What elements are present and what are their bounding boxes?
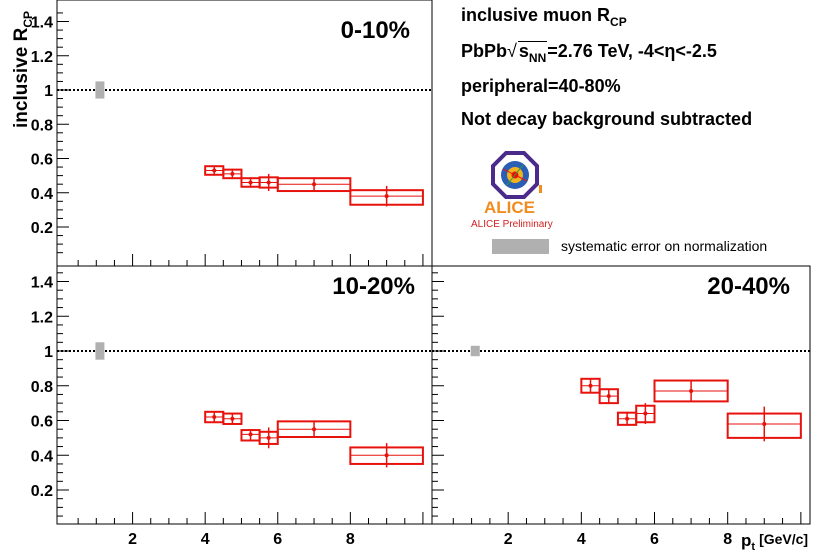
y-tick-label: 1.2 [31,49,53,66]
x-tick-label: 8 [346,531,355,548]
header-line-3: peripheral=40-80% [461,76,621,96]
panel-10-20: 0.2 0.4 0.6 0.8 1 1.2 1.4 2 4 6 8 10-20% [31,265,433,548]
panel-title: 0-10% [341,17,410,44]
y-axis-label-sub: CP [21,11,35,28]
norm-uncertainty-box [95,81,105,99]
header-line-2-sqrt: sNN [517,41,548,65]
alice-logo-text: ALICE [484,198,535,217]
y-tick-label: 1 [44,83,53,100]
y-tick-label: 0.2 [31,483,53,500]
data-point [588,383,593,388]
y-axis-label: inclusive RCP [11,11,35,128]
data-point [312,182,317,187]
panel-0-10: 0.2 0.4 0.6 0.8 1 1.2 1.4 0-10% [31,0,433,267]
panel-frame [431,265,811,525]
data-point [384,194,389,199]
header-line-2-sqrt-sub: NN [528,51,547,65]
y-tick-label: 1.4 [31,275,53,292]
y-tick-label: 0.8 [31,117,53,134]
y-tick-label: 0.4 [31,448,53,465]
legend-norm-label: systematic error on normalization [561,238,768,254]
y-tick-label: 0.6 [31,414,53,431]
data-point [643,411,648,416]
data-point [212,415,217,420]
svg-text:pt[GeV/c]: pt [GeV/c] [741,531,808,553]
panel-title: 10-20% [332,273,415,300]
panel-title: 20-40% [707,273,790,300]
data-point [762,421,767,426]
header-line-2-pre: PbPb [461,41,508,61]
header-line-1-sub: CP [610,15,627,29]
alice-preliminary-caption: ALICE Preliminary [471,219,553,230]
data-point [625,416,630,421]
x-axis-label-sub: t [751,541,755,553]
norm-uncertainty-box [95,342,105,360]
x-tick-label: 4 [577,531,586,548]
data-point [266,435,271,440]
data-point [248,432,253,437]
data-point [312,427,317,432]
header-line-2-sqrt-var: s [518,41,529,61]
norm-uncertainty-box [470,345,480,357]
data-point [266,180,271,185]
data-point [212,168,217,173]
header-line-2: PbPb√ sNN=2.76 TeV, -4<η<-2.5 [461,41,717,65]
x-tick-label: 8 [723,531,732,548]
data-point [689,388,694,393]
data-point [230,416,235,421]
data-point [606,394,611,399]
y-tick-label: 0.8 [31,379,53,396]
y-tick-label: 0.6 [31,152,53,169]
x-tick-label: 2 [504,531,513,548]
header-line-1: inclusive muon RCP [461,5,627,29]
x-tick-label: 6 [650,531,659,548]
legend-norm-swatch [492,239,549,254]
y-tick-label: 0.2 [31,220,53,237]
y-tick-label: 1.2 [31,309,53,326]
data-point [230,171,235,176]
sqrt-sign-icon: √ [507,41,517,61]
data-point [248,180,253,185]
x-axis-label-main: p [741,531,751,550]
x-tick-label: 4 [201,531,210,548]
svg-text:inclusive RCP: inclusive RCP [11,11,35,128]
panel-20-40: 2 4 6 8 20-40% [431,265,811,548]
header-line-2-post: =2.76 TeV, -4<η<-2.5 [547,41,717,61]
x-axis-label-unit: [GeV/c] [759,531,808,547]
data-point [384,453,389,458]
x-axis-label: pt [GeV/c] [741,531,808,553]
panel-frame [56,265,433,525]
header-line-4: Not decay background subtracted [461,109,753,129]
y-tick-label: 0.4 [31,186,53,203]
y-tick-label: 1.4 [31,15,53,32]
alice-logo [491,151,542,199]
header-line-1-main: inclusive muon R [461,5,611,25]
x-tick-label: 6 [273,531,282,548]
y-axis-label-main: inclusive R [11,27,32,128]
y-tick-label: 1 [44,344,53,361]
x-tick-label: 2 [128,531,137,548]
